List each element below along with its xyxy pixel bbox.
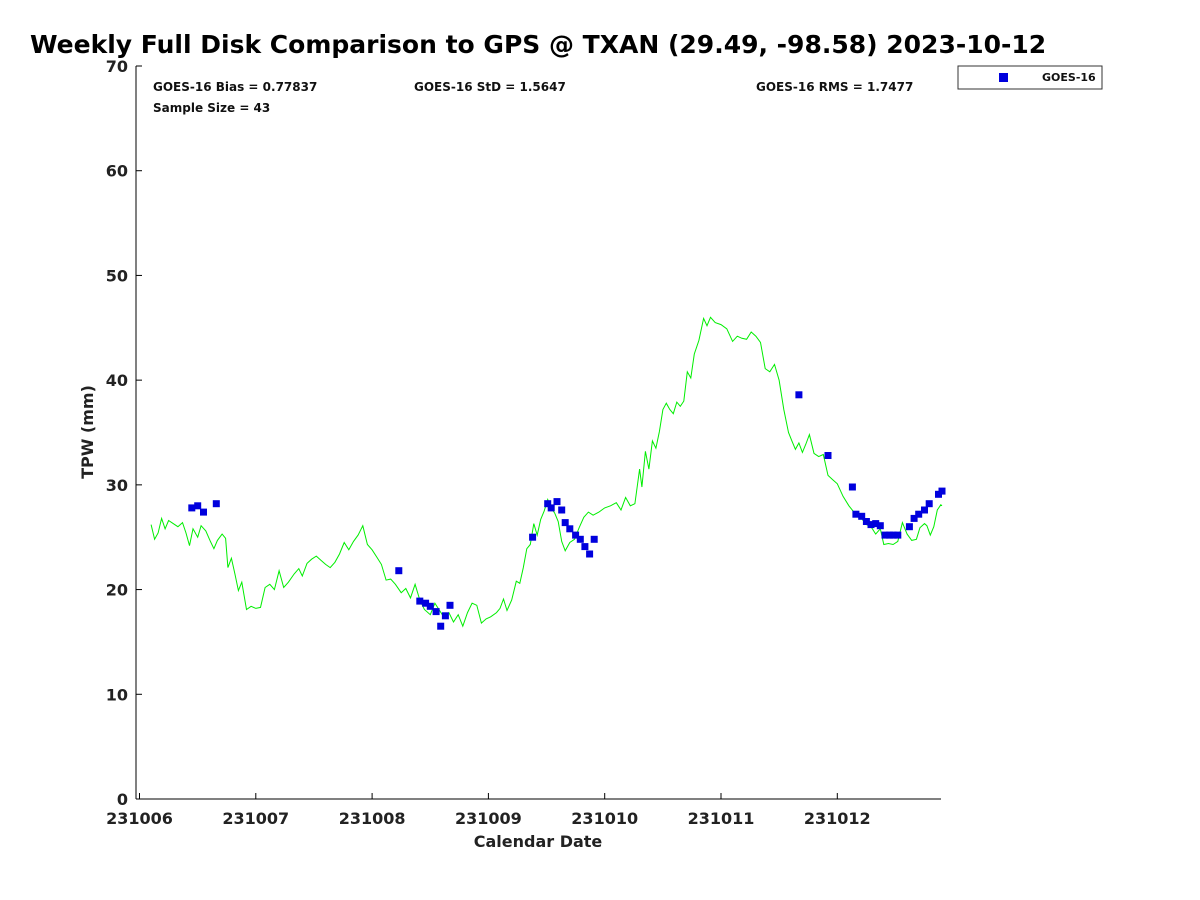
sample-size-stat: Sample Size = 43	[153, 101, 270, 115]
x-tick-label: 231006	[106, 809, 173, 828]
goes16-point	[426, 602, 434, 610]
goes16-point	[441, 612, 449, 620]
legend: GOES-16	[957, 65, 1103, 90]
goes16-point	[561, 519, 569, 527]
goes16-point	[915, 510, 923, 518]
gps-series-line	[150, 316, 943, 628]
y-tick-label: 40	[106, 371, 128, 390]
goes16-point	[194, 502, 202, 510]
goes16-point	[889, 531, 897, 539]
goes16-point	[437, 622, 445, 630]
goes16-point	[422, 599, 430, 607]
goes16-point	[795, 391, 803, 399]
goes16-point	[858, 512, 866, 520]
goes16-point	[910, 514, 918, 522]
y-axis-label: TPW (mm)	[78, 385, 97, 479]
y-tick-label: 30	[106, 476, 128, 495]
std-stat: GOES-16 StD = 1.5647	[414, 80, 566, 94]
bias-stat: GOES-16 Bias = 0.77837	[153, 80, 317, 94]
goes16-point	[576, 535, 584, 543]
goes16-point	[905, 523, 913, 531]
x-tick-label: 231009	[455, 809, 522, 828]
rms-stat: GOES-16 RMS = 1.7477	[756, 80, 913, 94]
goes16-point	[824, 452, 832, 459]
chart-title: Weekly Full Disk Comparison to GPS @ TXA…	[30, 30, 1047, 59]
goes16-point	[395, 567, 403, 575]
goes16-point	[581, 543, 589, 551]
goes16-point	[872, 520, 880, 528]
goes16-point	[862, 518, 870, 525]
x-tick-label: 231010	[571, 809, 638, 828]
goes16-point	[188, 504, 196, 512]
y-axis: 0 10 20 30 40 50 60 70	[106, 57, 142, 809]
goes16-point	[921, 506, 928, 514]
x-tick-label: 231008	[339, 809, 406, 828]
y-tick-label: 0	[117, 790, 128, 809]
goes16-point	[200, 508, 207, 516]
x-axis-label: Calendar Date	[474, 832, 603, 851]
y-tick-label: 20	[106, 581, 128, 600]
goes16-point	[925, 500, 933, 508]
legend-marker-goes16	[999, 73, 1008, 82]
goes16-point	[544, 500, 552, 508]
goes16-point	[881, 531, 889, 539]
goes16-point	[590, 535, 598, 543]
y-tick-label: 70	[106, 57, 128, 76]
x-axis: 231006 231007 231008 231009 231010 231011 2310…	[106, 793, 941, 828]
goes16-point	[848, 483, 856, 491]
goes16-point	[894, 531, 902, 539]
legend-label-goes16: GOES-16	[1042, 71, 1096, 84]
goes16-point	[446, 601, 454, 609]
goes16-point	[938, 487, 946, 495]
goes16-point	[212, 500, 220, 508]
goes16-point	[572, 531, 580, 539]
y-tick-label: 10	[106, 685, 128, 704]
y-tick-label: 60	[106, 162, 128, 181]
plot-content	[150, 316, 946, 630]
goes16-point	[547, 504, 555, 512]
x-tick-label: 231012	[804, 809, 871, 828]
x-tick-label: 231007	[222, 809, 289, 828]
goes16-point	[529, 533, 537, 541]
goes16-point	[553, 498, 561, 506]
x-tick-label: 231011	[688, 809, 755, 828]
goes16-point	[432, 608, 440, 616]
y-tick-label: 50	[106, 266, 128, 285]
goes16-point	[558, 506, 566, 514]
goes16-point	[566, 525, 574, 533]
goes16-point	[867, 521, 875, 529]
goes16-point	[852, 510, 860, 518]
legend-box	[957, 65, 1103, 90]
goes16-point	[876, 522, 884, 530]
goes16-point	[586, 550, 594, 558]
goes16-point	[416, 597, 424, 605]
